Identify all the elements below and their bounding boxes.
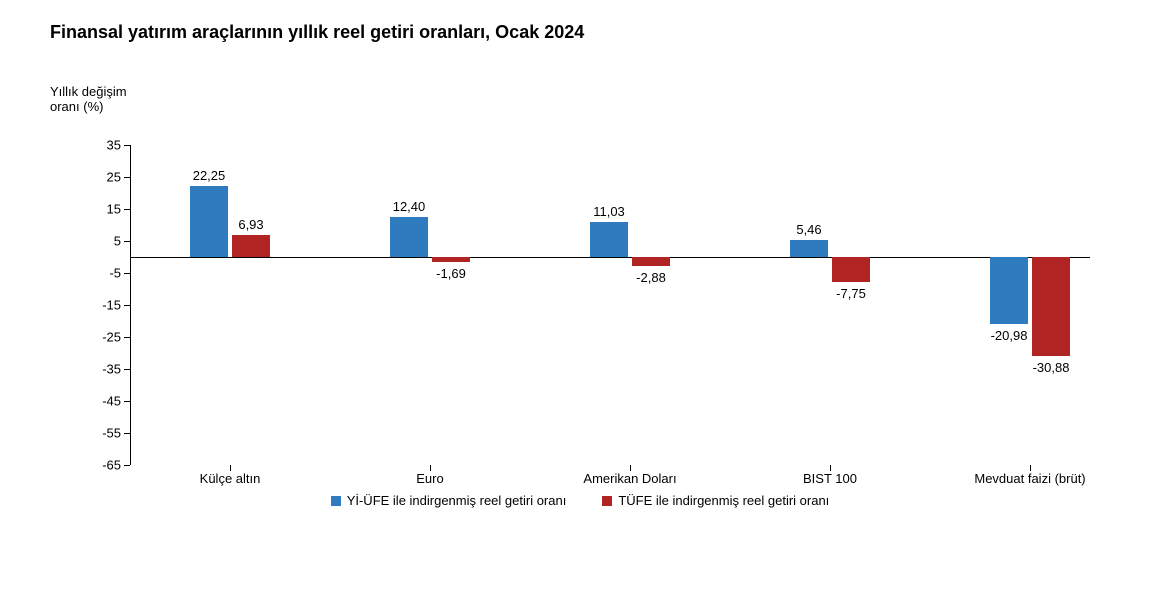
category-tick	[830, 465, 831, 471]
bar	[832, 257, 870, 282]
bar	[390, 217, 428, 257]
value-label: 6,93	[238, 217, 263, 232]
bar	[632, 257, 670, 266]
y-tick	[124, 337, 130, 338]
bar	[190, 186, 228, 257]
y-tick-label: -45	[85, 394, 121, 409]
value-label: -20,98	[991, 328, 1028, 343]
value-label: 22,25	[193, 168, 226, 183]
y-tick-label: 35	[85, 138, 121, 153]
y-axis-title-line2: oranı (%)	[50, 99, 103, 114]
category-label: BIST 100	[803, 471, 857, 486]
y-tick-label: -55	[85, 426, 121, 441]
y-tick-label: -35	[85, 362, 121, 377]
value-label: -7,75	[836, 286, 866, 301]
chart-title: Finansal yatırım araçlarının yıllık reel…	[50, 22, 584, 43]
legend-item: TÜFE ile indirgenmiş reel getiri oranı	[602, 493, 829, 508]
y-tick	[124, 465, 130, 466]
category-label: Euro	[416, 471, 443, 486]
y-tick	[124, 305, 130, 306]
category-tick	[630, 465, 631, 471]
y-axis-title: Yıllık değişim oranı (%)	[50, 85, 127, 115]
bar	[790, 240, 828, 257]
bar	[990, 257, 1028, 324]
page: { "title": "Finansal yatırım araçlarının…	[0, 0, 1165, 602]
bar	[1032, 257, 1070, 356]
bar	[432, 257, 470, 262]
legend-label: Yİ-ÜFE ile indirgenmiş reel getiri oranı	[347, 493, 567, 508]
category-label: Amerikan Doları	[583, 471, 676, 486]
category-tick	[430, 465, 431, 471]
category-tick	[1030, 465, 1031, 471]
y-tick	[124, 401, 130, 402]
y-tick-label: -25	[85, 330, 121, 345]
category-tick	[230, 465, 231, 471]
legend-item: Yİ-ÜFE ile indirgenmiş reel getiri oranı	[331, 493, 567, 508]
y-tick	[124, 241, 130, 242]
zero-baseline	[130, 257, 1090, 258]
y-tick	[124, 177, 130, 178]
value-label: 11,03	[593, 204, 625, 219]
value-label: 12,40	[393, 199, 426, 214]
legend-swatch	[331, 496, 341, 506]
legend-label: TÜFE ile indirgenmiş reel getiri oranı	[618, 493, 829, 508]
y-tick-label: -5	[85, 266, 121, 281]
bar	[590, 222, 628, 257]
y-tick	[124, 433, 130, 434]
y-tick	[124, 145, 130, 146]
value-label: 5,46	[796, 222, 821, 237]
y-tick-label: 5	[85, 234, 121, 249]
category-label: Külçe altın	[200, 471, 261, 486]
y-tick-label: 25	[85, 170, 121, 185]
y-tick	[124, 273, 130, 274]
y-tick-label: 15	[85, 202, 121, 217]
y-axis-title-line1: Yıllık değişim	[50, 84, 127, 99]
y-tick	[124, 369, 130, 370]
bar	[232, 235, 270, 257]
value-label: -2,88	[636, 270, 666, 285]
y-tick-label: -65	[85, 458, 121, 473]
y-tick	[124, 209, 130, 210]
chart-container: Yıllık değişim oranı (%) 35 25 15 5 -5 -15 -25…	[50, 85, 1110, 515]
y-axis-line	[130, 145, 131, 465]
legend-swatch	[602, 496, 612, 506]
category-label: Mevduat faizi (brüt)	[974, 471, 1085, 486]
plot-area: 3525155-5-15-25-35-45-55-6522,256,9312,4…	[130, 145, 1090, 465]
y-tick-label: -15	[85, 298, 121, 313]
value-label: -30,88	[1033, 360, 1070, 375]
legend: Yİ-ÜFE ile indirgenmiş reel getiri oranı…	[50, 493, 1110, 508]
value-label: -1,69	[436, 266, 466, 281]
